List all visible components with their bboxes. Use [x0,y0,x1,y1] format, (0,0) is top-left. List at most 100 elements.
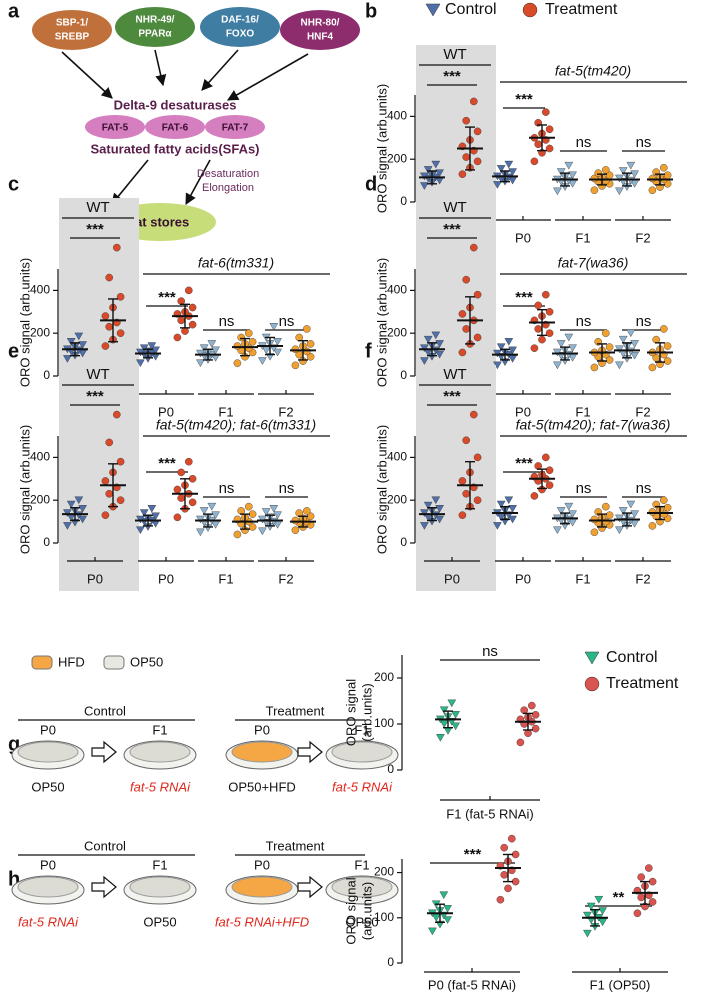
data-point [63,522,72,530]
data-point [590,515,599,524]
data-point [508,346,517,355]
data-point [431,914,441,922]
data-point [233,530,242,539]
data-point [451,711,460,719]
data-point [648,508,657,516]
plate-label: fat-5 RNAi [130,779,191,794]
data-point [507,834,516,843]
data-point [151,346,160,355]
data-point [564,161,574,170]
data-point [184,457,193,466]
data-point [648,898,657,906]
significance-label: ns [636,313,652,330]
data-point [545,466,554,475]
enzyme-node [205,115,265,139]
data-point [626,500,636,509]
data-point [423,335,433,344]
data-point [564,502,574,511]
data-point [663,342,672,350]
y-tick-label: 400 [387,283,407,297]
process-label: Desaturation [197,168,259,180]
data-point [188,474,197,483]
data-point [553,348,562,357]
data-point [443,905,452,913]
data-point [435,169,444,178]
data-point [458,310,467,318]
data-point [598,907,607,915]
genotype-label: fat-7(wa36) [558,255,629,271]
enzyme-name: FAT-6 [162,123,189,134]
data-point [74,496,84,505]
x-tick-label: F1 [575,571,590,586]
data-point [660,325,668,333]
data-point [630,351,639,360]
regulator-label: HNF4 [307,32,334,43]
y-axis-label: ORO signal [343,877,358,944]
plate-label: OP50 [345,914,378,929]
y-tick-label: 100 [374,910,394,924]
plate-label: fat-5 RNAi [332,779,393,794]
plate-lawn [331,876,393,898]
arrow [154,49,167,87]
data-point [105,322,113,331]
significance-label: *** [443,68,461,85]
data-point [248,523,257,531]
data-point [602,329,610,338]
reference-label: WT [443,366,466,383]
data-point [136,348,145,357]
plate-label: fat-5 RNAi [18,914,79,929]
data-point [458,477,467,485]
y-axis-label: (arb.units) [359,683,374,742]
data-point [524,729,532,738]
data-point [545,307,554,316]
reference-label: WT [443,46,466,63]
data-point [556,507,566,515]
data-point [556,168,566,176]
data-point [420,344,429,353]
data-point [420,182,429,190]
data-point [473,333,482,342]
legend-marker [584,676,600,692]
data-point [184,286,193,295]
plate-label: OP50 [31,779,64,794]
y-tick-label: 0 [400,535,407,549]
data-point [196,528,205,537]
x-tick-label: F1 (fat-5 RNAi) [446,806,533,821]
data-point [605,356,614,364]
regulator-node [200,7,280,47]
data-point [615,526,624,535]
data-point [568,510,577,519]
arrow [111,159,149,205]
data-point [436,734,445,742]
x-tick-label: F2 [635,571,650,586]
generation-label: F1 [152,722,167,737]
significance-label: ns [279,313,295,330]
enzyme-name: FAT-5 [102,123,129,134]
data-point [420,509,429,517]
data-point [626,329,636,338]
data-point [553,526,562,535]
generation-label: P0 [40,722,56,737]
significance-label: *** [158,289,176,306]
data-point [258,357,267,365]
x-tick-label: F1 [218,571,233,586]
significance-label: ns [576,313,592,330]
legend-label: HFD [58,654,85,669]
reference-label: WT [443,199,466,216]
y-tick-label: 400 [387,109,407,123]
generation-label: P0 [40,857,56,872]
data-point [177,468,185,477]
significance-label: ns [219,313,235,330]
significance-label: *** [86,221,104,238]
data-point [63,355,72,363]
arrow [61,51,113,99]
legend-marker [584,651,600,665]
data-point [594,895,604,904]
x-tick-label: P0 [87,571,103,586]
data-point [207,340,217,348]
data-point [101,477,110,485]
data-point [244,329,253,338]
regulator-label: DAF-16/ [221,15,259,26]
generation-label: F1 [354,722,369,737]
data-point [420,357,429,365]
